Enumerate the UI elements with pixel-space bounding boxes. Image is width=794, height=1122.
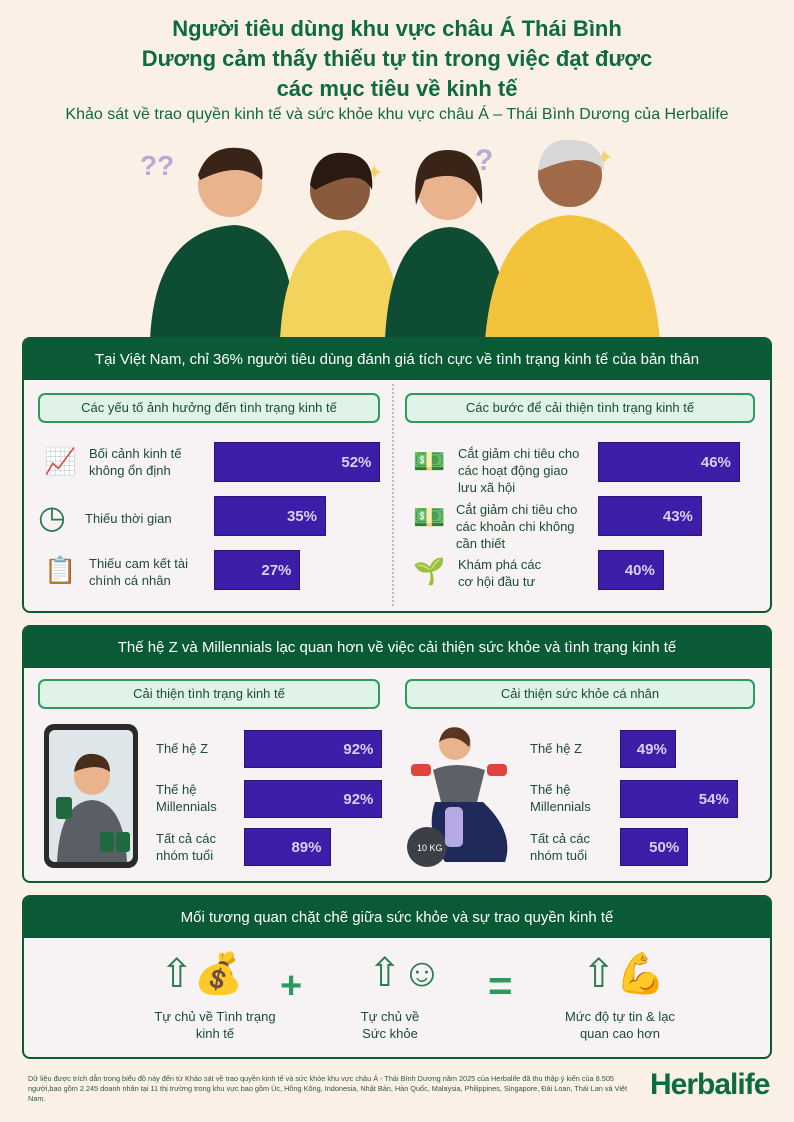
label: Thế hệ Z (530, 741, 583, 756)
bar-value-label: 52% (341, 453, 372, 471)
label: Tự chủ về Sức khỏe (360, 1009, 420, 1041)
section-correlation: Mối tương quan chặt chẽ giữa sức khỏe và… (22, 895, 772, 1059)
pill-factors: Các yếu tố ảnh hưởng đến tình trạng kinh… (38, 393, 380, 423)
bar: 40% (598, 550, 664, 590)
bar: 35% (214, 496, 326, 536)
bar-value-label: 92% (343, 740, 374, 758)
bar: 92% (244, 730, 383, 768)
section-economic-status: Tại Việt Nam, chỉ 36% người tiêu dùng đá… (22, 337, 772, 613)
bar: 50% (620, 828, 689, 866)
label: Thiếu thời gian (85, 511, 172, 526)
bar: 92% (244, 780, 383, 818)
bar-value-label: 27% (261, 561, 292, 579)
equals-icon: = (488, 962, 513, 1009)
bar: 54% (620, 780, 738, 818)
section-header: Tại Việt Nam, chỉ 36% người tiêu dùng đá… (24, 339, 770, 380)
bar: 89% (244, 828, 331, 866)
label: Thế hệ Millennials (530, 782, 591, 814)
people-illustration: ?? ? ✦ ✦ (140, 139, 660, 340)
pill-health: Cải thiện sức khỏe cá nhân (405, 679, 755, 709)
bar-value-label: 54% (698, 790, 729, 808)
svg-text:?: ? (475, 144, 493, 177)
bar: 43% (598, 496, 702, 536)
label: Cắt giảm chi tiêu cho các khoản chi khôn… (456, 502, 578, 551)
label: Thiếu cam kết tài chính cá nhân (89, 556, 188, 588)
bar-value-label: 50% (649, 838, 680, 856)
bar-value-label: 43% (662, 507, 693, 525)
svg-text:??: ?? (140, 150, 174, 181)
bar-value-label: 46% (700, 453, 731, 471)
bar-value-label: 40% (624, 561, 655, 579)
bar-value-label: 49% (636, 740, 667, 758)
bar-value-label: 92% (343, 790, 374, 808)
money-bag-hand-icon: ⇧💰 (160, 952, 244, 996)
investment-growth-icon: 🌱 (413, 556, 446, 586)
bar-value-label: 35% (286, 507, 317, 525)
label: Cắt giảm chi tiêu cho các hoạt động giao… (458, 446, 580, 495)
bar: 49% (620, 730, 676, 768)
clock-x-icon: ◷ (38, 499, 66, 535)
footnote: Dữ liệu được trích dẫn trong biểu đồ này… (28, 1074, 628, 1103)
confident-person-icon: ⇧💪 (582, 952, 666, 996)
bar: 27% (214, 550, 301, 590)
label: Khám phá các cơ hội đầu tư (458, 557, 542, 589)
chart-question-icon: 📈 (44, 446, 77, 476)
page-subtitle: Khảo sát về trao quyền kinh tế và sức kh… (65, 106, 729, 123)
pill-steps: Các bước để cải thiện tình trạng kinh tế (405, 393, 755, 423)
pill-economic: Cải thiện tình trạng kinh tế (38, 679, 380, 709)
bar-value-label: 89% (291, 838, 322, 856)
kettlebell-label: 10 KG (417, 843, 443, 853)
bar: 46% (598, 442, 740, 482)
section-header: Mối tương quan chặt chẽ giữa sức khỏe và… (24, 897, 770, 938)
label: Thế hệ Z (156, 741, 209, 756)
money-hand-icon: 💵 (413, 446, 446, 476)
label: Thế hệ Millennials (156, 782, 217, 814)
label: Tất cả các nhóm tuổi (156, 831, 216, 863)
page-title: Người tiêu dùng khu vực châu Á Thái Bình… (141, 16, 653, 101)
label: Tự chủ về Tình trạng kinh tế (154, 1009, 276, 1041)
phone-influencer-illustration (44, 724, 138, 868)
fitness-woman-illustration: 10 KG (407, 727, 508, 867)
label: Mức độ tự tin & lạc quan cao hơn (565, 1009, 675, 1041)
label: Tất cả các nhóm tuổi (530, 831, 590, 863)
herbalife-logo: Herbalife (650, 1068, 770, 1101)
divider (392, 384, 394, 606)
money-hand-icon: 💵 (413, 502, 446, 532)
label: Bối cảnh kinh tế không ổn định (89, 446, 182, 478)
clipboard-money-icon: 📋 (44, 555, 77, 585)
section-header: Thế hệ Z và Millennials lạc quan hơn về … (24, 627, 770, 668)
bar: 52% (214, 442, 381, 482)
plus-icon: + (280, 965, 303, 1007)
health-head-icon: ⇧☺ (368, 951, 443, 995)
